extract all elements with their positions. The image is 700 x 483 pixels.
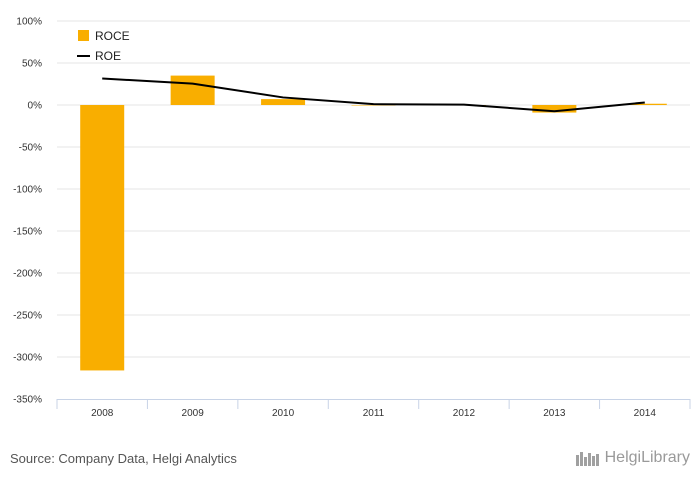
x-tick-label: 2008 [91,408,114,419]
roce-bars [80,75,667,371]
roce-bar [170,75,215,105]
roce-bar [622,103,667,105]
y-tick-label: -150% [13,227,42,238]
y-tick-label: 100% [16,17,42,28]
legend-swatch-roce [78,30,89,41]
grid-lines [57,20,690,358]
y-axis-ticks: 100% 50% 0% -50% -100% -150% -200% -250% -300% -3… [13,17,42,406]
logo-text: HelgiLibrary [604,449,690,466]
y-tick-label: 0% [28,101,43,112]
x-tick-label: 2013 [543,408,566,419]
y-tick-label: -350% [13,395,42,406]
chart-svg: 100% 50% 0% -50% -100% -150% -200% -250% -300% -3… [13,17,691,419]
y-tick-label: 50% [22,59,42,70]
library-icon [575,452,599,466]
y-tick-label: -50% [19,143,42,154]
roce-bar [351,105,396,106]
roce-bar [532,105,577,113]
roe-line-group [102,77,645,113]
x-tick-label: 2014 [634,408,657,419]
x-tick-label: 2009 [182,408,205,419]
x-axis: 2008 2009 2010 2011 2012 2013 2014 [56,399,691,419]
y-tick-label: -300% [13,353,42,364]
y-tick-label: -100% [13,185,42,196]
legend-label-roce: ROCE [95,29,130,43]
roce-bar [80,105,125,371]
legend: ROCE ROE [77,29,130,63]
x-tick-label: 2011 [363,408,385,419]
y-tick-label: -250% [13,311,42,322]
source-note: Source: Company Data, Helgi Analytics [10,451,237,466]
x-tick-label: 2012 [453,408,476,419]
roce-bar [261,99,306,105]
helgi-library-logo: HelgiLibrary [575,449,690,467]
y-tick-label: -200% [13,269,42,280]
x-tick-label: 2010 [272,408,295,419]
legend-label-roe: ROE [95,49,121,63]
